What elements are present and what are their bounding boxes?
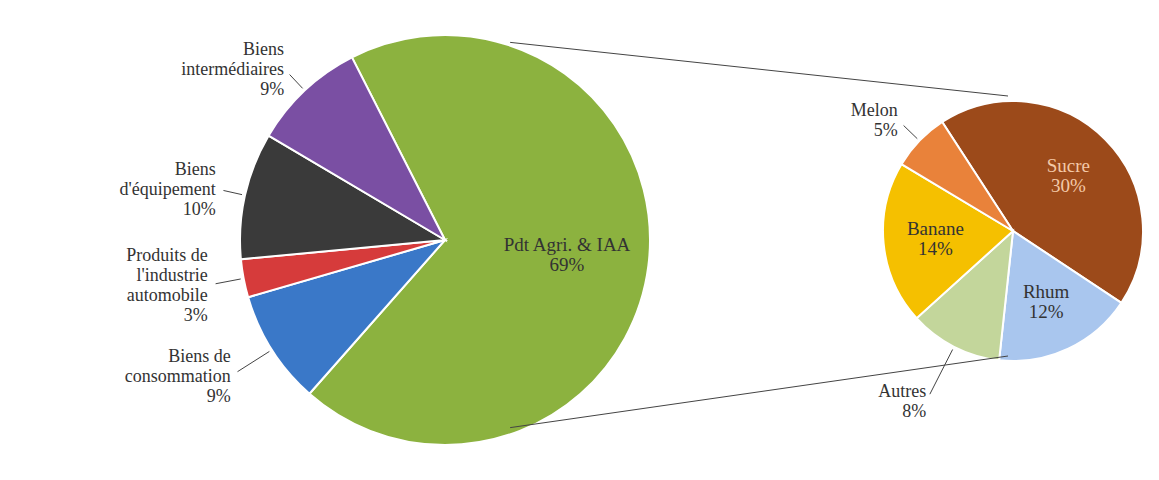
svg-text:Sucre30%: Sucre30% <box>1047 155 1090 196</box>
svg-text:Biensd'équipement10%: Biensd'équipement10% <box>119 159 215 219</box>
svg-text:Pdt Agri. & IAA69%: Pdt Agri. & IAA69% <box>504 234 631 275</box>
svg-text:Biens deconsommation9%: Biens deconsommation9% <box>125 346 231 406</box>
svg-text:Melon5%: Melon5% <box>851 100 898 140</box>
svg-text:Autres8%: Autres8% <box>878 381 926 421</box>
svg-text:Produits del'industrieautomobi: Produits del'industrieautomobile3% <box>126 245 208 325</box>
svg-text:Rhum12%: Rhum12% <box>1023 281 1070 322</box>
svg-text:Banane14%: Banane14% <box>907 218 964 259</box>
svg-text:Biensintermédiaires9%: Biensintermédiaires9% <box>181 39 284 99</box>
